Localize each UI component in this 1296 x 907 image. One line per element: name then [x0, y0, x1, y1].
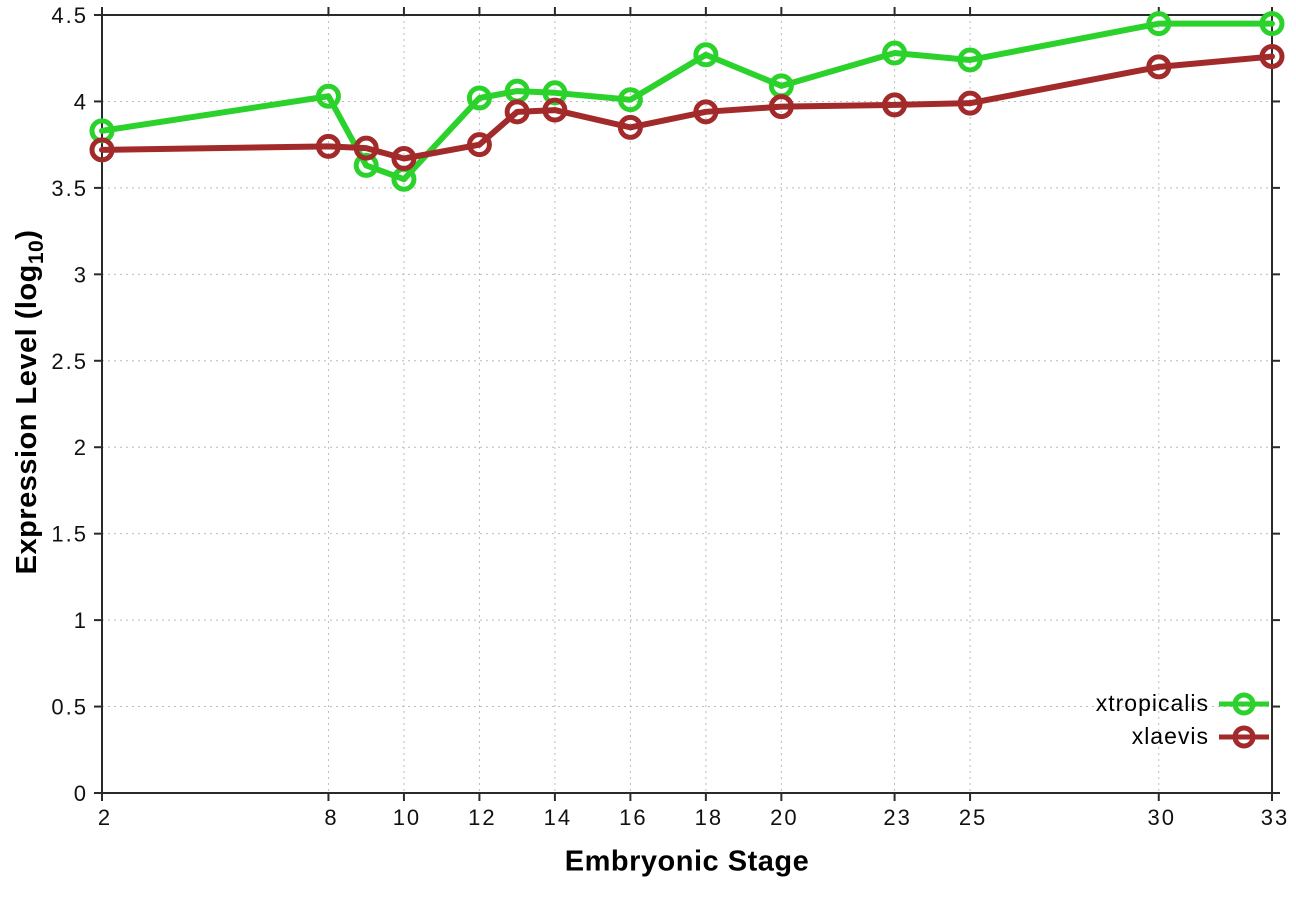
data-point-xlaevis	[353, 135, 379, 161]
x-tick-label: 25	[959, 805, 987, 830]
data-point-xlaevis	[391, 145, 417, 171]
data-point-xlaevis	[504, 99, 530, 125]
x-tick-label: 16	[619, 805, 647, 830]
legend: xtropicalis xlaevis	[1096, 687, 1270, 753]
x-tick-label: 20	[770, 805, 798, 830]
legend-label-xtropicalis: xtropicalis	[1095, 690, 1209, 716]
y-axis-label-suffix: )	[11, 229, 43, 240]
y-axis-label-subscript: 10	[25, 239, 48, 265]
data-point-xtropicalis	[542, 80, 568, 106]
y-tick-label: 2.5	[51, 349, 88, 374]
xlaevis-line-point-icon	[1218, 724, 1270, 750]
x-tick-label: 23	[883, 805, 911, 830]
x-tick-label: 8	[324, 805, 338, 830]
legend-item-xlaevis: xlaevis	[1132, 720, 1270, 753]
x-tick-label: 12	[468, 805, 496, 830]
y-tick-label: 2	[74, 435, 88, 460]
y-axis-label: Expression Level (log10)	[11, 230, 49, 575]
data-point-xlaevis	[89, 137, 115, 163]
x-tick-label: 14	[544, 805, 572, 830]
series-line-xlaevis	[99, 53, 1275, 162]
y-tick-label: 3	[74, 262, 88, 287]
legend-label-xlaevis: xlaevis	[1131, 723, 1209, 749]
data-point-xtropicalis	[315, 83, 341, 109]
data-point-xlaevis	[957, 90, 983, 116]
y-axis-label-text: Expression Level (log	[11, 264, 43, 575]
data-point-xtropicalis	[1146, 11, 1172, 37]
data-point-xtropicalis	[1259, 11, 1285, 37]
y-tick-label: 1.5	[51, 522, 88, 547]
data-point-xlaevis	[882, 92, 908, 118]
data-point-xtropicalis	[957, 47, 983, 73]
legend-item-xtropicalis: xtropicalis	[1096, 687, 1270, 720]
data-point-xtropicalis	[466, 85, 492, 111]
plot-border	[101, 14, 1273, 794]
y-tick-label: 3.5	[51, 176, 88, 201]
series-line-xtropicalis	[99, 20, 1275, 183]
data-point-xlaevis	[693, 99, 719, 125]
data-point-xtropicalis	[882, 40, 908, 66]
data-point-xlaevis	[617, 114, 643, 140]
data-point-xtropicalis	[617, 87, 643, 113]
x-tick-label: 18	[695, 805, 723, 830]
data-point-xlaevis	[1259, 43, 1285, 69]
x-tick-label: 30	[1148, 805, 1176, 830]
data-point-xlaevis	[768, 94, 794, 120]
x-tick-label: 10	[393, 805, 421, 830]
data-point-xlaevis	[542, 97, 568, 123]
data-point-xtropicalis	[693, 42, 719, 68]
y-tick-label: 4	[74, 89, 88, 114]
y-tick-label: 0.5	[51, 695, 88, 720]
data-point-xtropicalis	[353, 152, 379, 178]
xtropicalis-line-point-icon	[1218, 691, 1270, 717]
x-axis-label: Embryonic Stage	[564, 845, 810, 878]
x-tick-label: 33	[1261, 805, 1289, 830]
y-tick-label: 4.5	[51, 3, 88, 28]
y-tick-label: 0	[74, 781, 88, 806]
data-point-xlaevis	[466, 132, 492, 158]
x-tick-label: 2	[98, 805, 112, 830]
y-tick-label: 1	[74, 608, 88, 633]
data-point-xlaevis	[315, 133, 341, 159]
data-point-xlaevis	[1146, 54, 1172, 80]
